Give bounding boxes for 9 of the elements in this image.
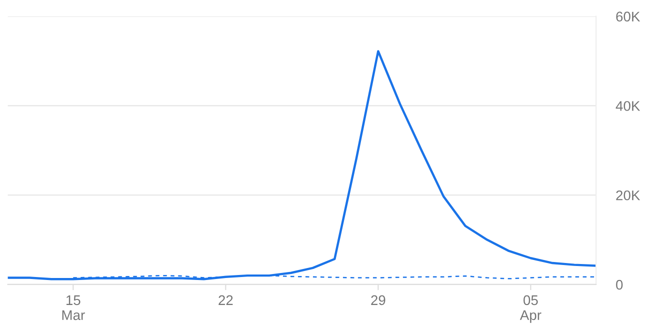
x-tick-label: 22 bbox=[218, 295, 233, 305]
y-tick-label: 60K bbox=[616, 12, 640, 22]
x-tick-label: 05 Apr bbox=[520, 295, 542, 323]
y-tick-label: 40K bbox=[616, 101, 640, 111]
x-tick-label: 29 bbox=[371, 295, 386, 306]
y-tick-label: 0 bbox=[616, 280, 623, 290]
line-series bbox=[8, 50, 596, 280]
x-tick-label: 15 Mar bbox=[62, 295, 85, 320]
y-tick-label: 20K bbox=[616, 190, 640, 200]
